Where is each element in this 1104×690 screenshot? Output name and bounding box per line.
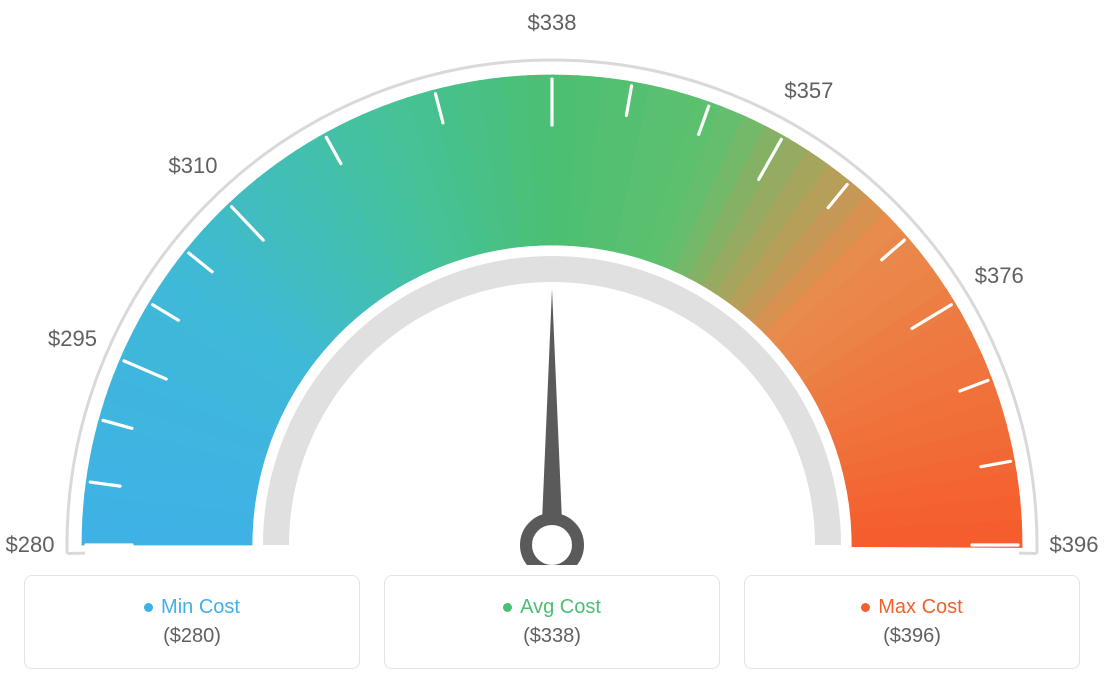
gauge-scale-label: $357 [784, 78, 833, 104]
gauge-scale-label: $376 [975, 263, 1024, 289]
gauge-scale-label: $396 [1050, 532, 1099, 558]
legend-label-min: Min Cost [161, 596, 240, 619]
gauge-svg [0, 0, 1104, 565]
legend-row: Min Cost ($280) Avg Cost ($338) Max Cost… [24, 575, 1080, 670]
legend-value-avg: ($338) [523, 625, 581, 648]
legend-dot-max [861, 603, 870, 612]
chart-container: $280 $295 $310 $338 $357 $376 $396 Min Cost ($… [0, 0, 1104, 690]
legend-dot-avg [503, 603, 512, 612]
gauge-scale-label: $310 [169, 153, 218, 179]
legend-title-min: Min Cost [144, 596, 240, 619]
gauge-scale-label: $295 [48, 326, 97, 352]
legend-dot-min [144, 603, 153, 612]
legend-label-avg: Avg Cost [520, 596, 601, 619]
legend-title-max: Max Cost [861, 596, 962, 619]
legend-card-max: Max Cost ($396) [744, 575, 1080, 669]
legend-title-avg: Avg Cost [503, 596, 601, 619]
legend-card-avg: Avg Cost ($338) [384, 575, 720, 669]
legend-card-min: Min Cost ($280) [24, 575, 360, 669]
legend-label-max: Max Cost [878, 596, 962, 619]
gauge-scale-label: $280 [6, 532, 55, 558]
legend-value-min: ($280) [163, 625, 221, 648]
gauge-chart: $280 $295 $310 $338 $357 $376 $396 [0, 0, 1104, 565]
legend-value-max: ($396) [883, 625, 941, 648]
gauge-scale-label: $338 [528, 10, 577, 36]
